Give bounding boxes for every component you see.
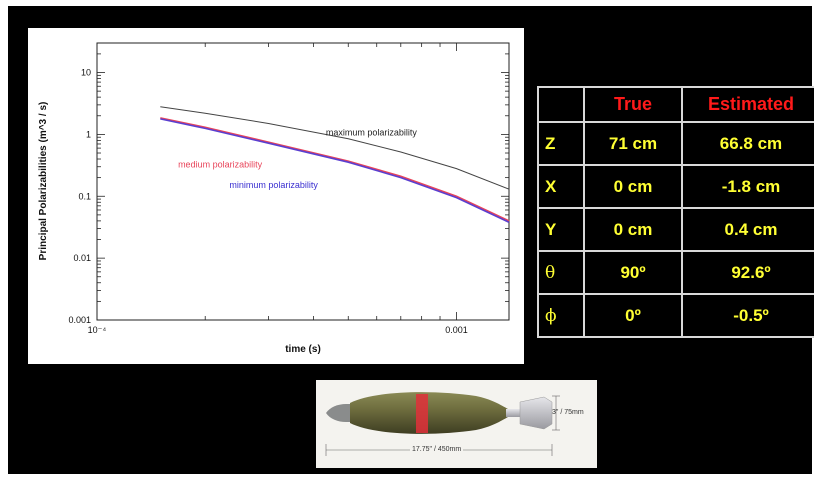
x-tick-label: 0.001: [445, 325, 468, 335]
y-tick-label: 1: [86, 129, 91, 139]
table-row-z: Z 71 cm 66.8 cm: [537, 121, 814, 166]
row-true-value: 0º: [583, 293, 683, 338]
row-true-value: 0 cm: [583, 164, 683, 209]
lines-layer: [160, 106, 510, 224]
row-true-value: 0 cm: [583, 207, 683, 252]
header-blank-cell: [537, 86, 585, 123]
row-symbol: θ: [537, 250, 585, 295]
row-symbol: X: [537, 164, 585, 209]
mortar-fins: [519, 396, 553, 430]
series-line-maximum: [160, 106, 510, 190]
series-annotation-2: minimum polarizability: [229, 180, 318, 190]
row-symbol: Z: [537, 121, 585, 166]
mortar-round-photo: 3" / 75mm 17.75" / 450mm: [316, 380, 597, 468]
row-symbol: Y: [537, 207, 585, 252]
mortar-round-illustration: [325, 392, 560, 456]
mortar-body: [350, 392, 508, 434]
table-row-theta: θ 90º 92.6º: [537, 250, 814, 295]
series-annotation-1: medium polarizability: [178, 160, 263, 170]
header-true: True: [583, 86, 683, 123]
x-axis-label: time (s): [285, 344, 321, 355]
table-row-x: X 0 cm -1.8 cm: [537, 164, 814, 209]
length-label: 17.75" / 450mm: [410, 446, 464, 453]
y-tick-label: 0.001: [68, 315, 91, 325]
row-true-value: 90º: [583, 250, 683, 295]
row-true-value: 71 cm: [583, 121, 683, 166]
series-annotation-0: maximum polarizability: [326, 127, 418, 137]
table-row-y: Y 0 cm 0.4 cm: [537, 207, 814, 252]
diameter-label: 3" / 75mm: [552, 409, 584, 416]
polarizability-chart: 10⁻⁴ 0.001 10 1 0.1 0.01 0.001 maximum polariza…: [28, 28, 524, 364]
header-estimated: Estimated: [681, 86, 814, 123]
row-estimated-value: -0.5º: [681, 293, 814, 338]
results-table: True Estimated Z 71 cm 66.8 cm X 0 cm -1…: [537, 86, 814, 338]
x-tick-label: 10⁻⁴: [88, 325, 107, 335]
table-row-phi: ϕ 0º -0.5º: [537, 293, 814, 338]
mortar-red-band: [416, 394, 428, 433]
row-estimated-value: 0.4 cm: [681, 207, 814, 252]
y-tick-label: 0.1: [78, 191, 91, 201]
table-header-row: True Estimated: [537, 86, 814, 123]
slide-background: 10⁻⁴ 0.001 10 1 0.1 0.01 0.001 maximum polariza…: [8, 6, 814, 474]
y-tick-label: 0.01: [73, 253, 91, 263]
series-line-minimum: [160, 118, 510, 224]
row-estimated-value: 66.8 cm: [681, 121, 814, 166]
y-tick-label: 10: [81, 68, 91, 78]
ticks-layer: [96, 42, 509, 321]
series-line-medium: [160, 117, 510, 222]
row-estimated-value: -1.8 cm: [681, 164, 814, 209]
mortar-nose: [326, 404, 352, 422]
y-axis-label: Principal Polarizabilities (m^3 / s): [38, 102, 49, 261]
row-symbol: ϕ: [537, 293, 585, 338]
plot-frame: [96, 42, 510, 321]
row-estimated-value: 92.6º: [681, 250, 814, 295]
